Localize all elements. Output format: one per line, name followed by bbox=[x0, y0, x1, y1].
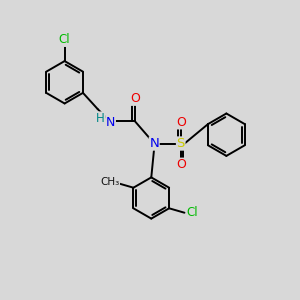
Text: N: N bbox=[106, 116, 115, 128]
Text: O: O bbox=[176, 116, 186, 129]
Text: CH₃: CH₃ bbox=[100, 177, 119, 187]
Text: H: H bbox=[96, 112, 105, 125]
Text: Cl: Cl bbox=[59, 33, 70, 46]
Text: Cl: Cl bbox=[187, 206, 199, 219]
Text: O: O bbox=[130, 92, 140, 105]
Text: S: S bbox=[176, 137, 185, 150]
Text: N: N bbox=[149, 137, 159, 150]
Text: O: O bbox=[176, 158, 186, 171]
